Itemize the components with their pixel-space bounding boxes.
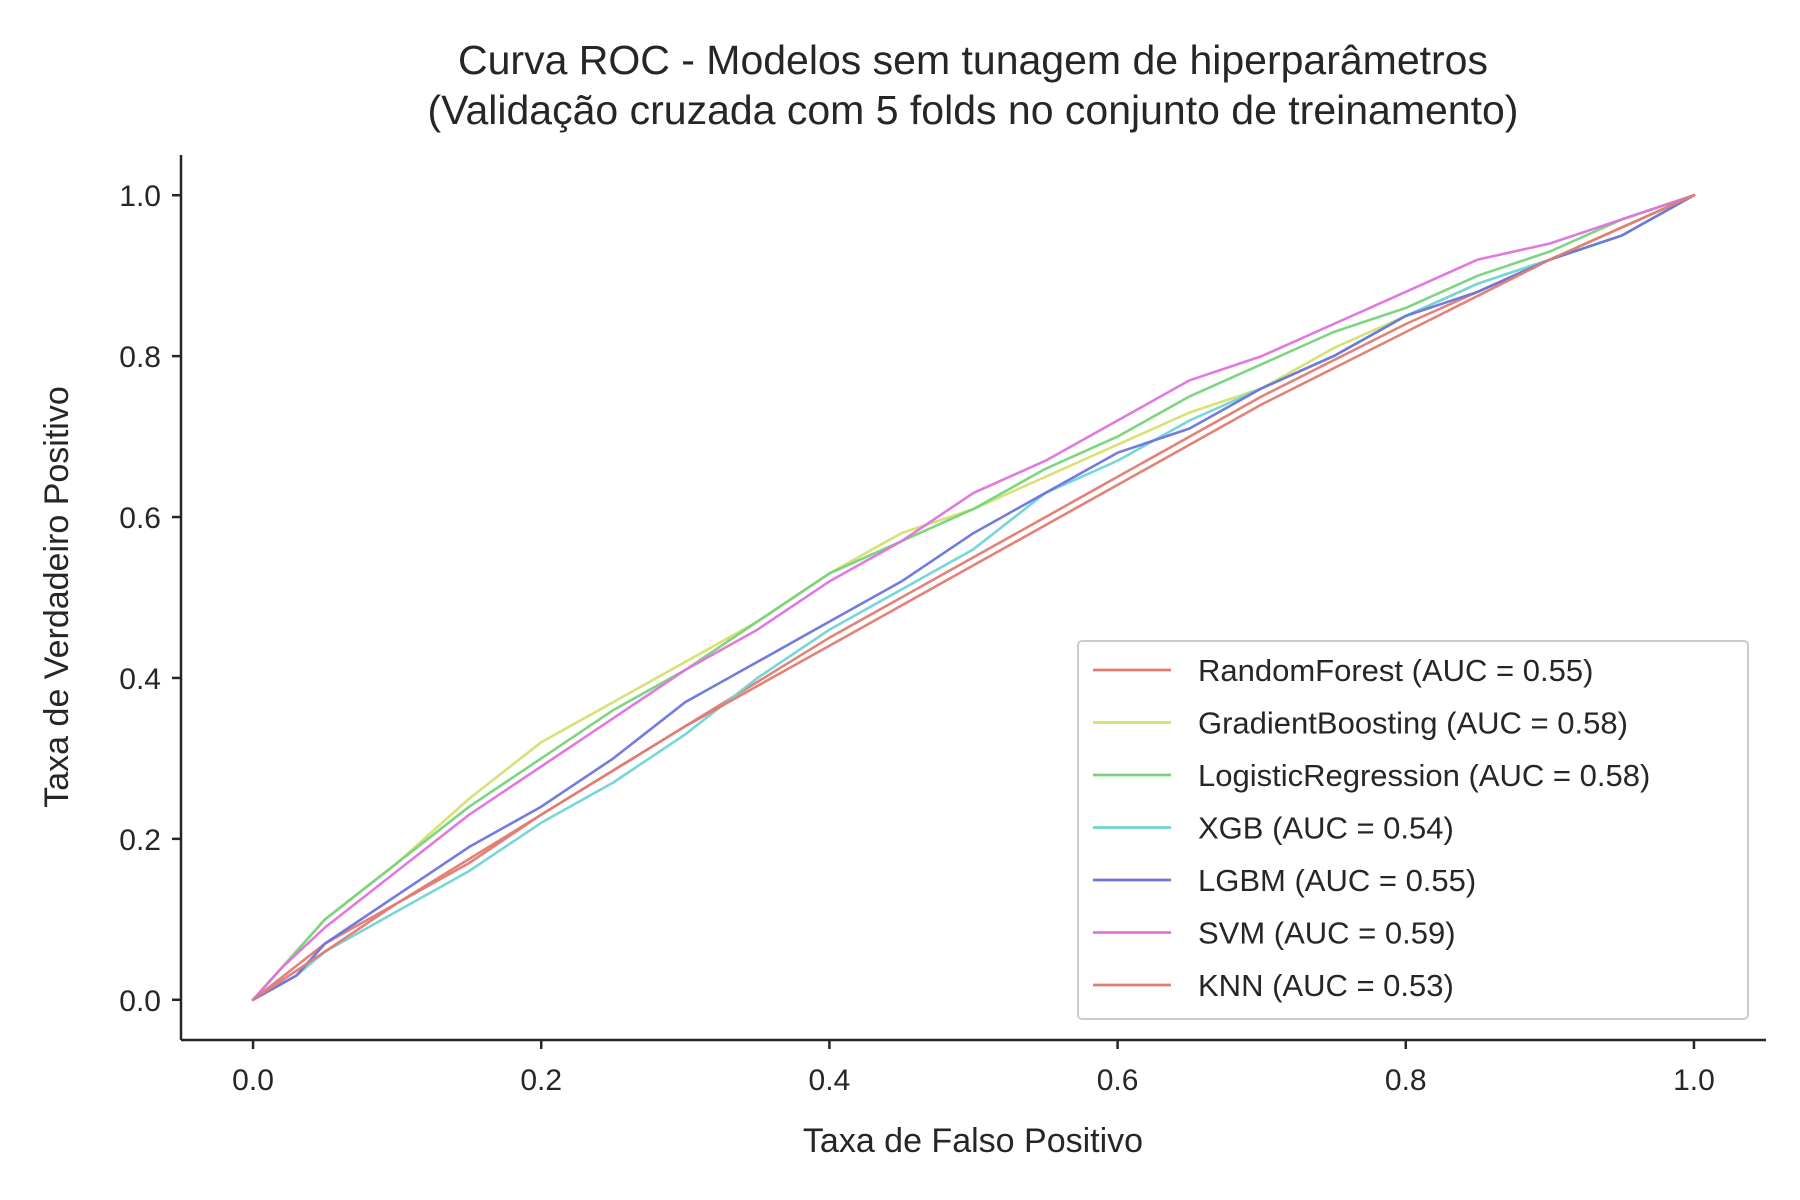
y-tick-label-5: 1.0	[119, 180, 161, 213]
x-tick-label-1: 0.2	[520, 1064, 562, 1097]
series-line-4	[251, 193, 1696, 1002]
chart-subtitle: (Validação cruzada com 5 folds no conjun…	[428, 87, 1519, 133]
legend-label-6: KNN (AUC = 0.53)	[1198, 968, 1454, 1003]
series-line-5	[251, 193, 1696, 1002]
x-tick-label-2: 0.4	[809, 1064, 851, 1097]
plot-area	[251, 193, 1696, 1002]
series-line-2	[251, 193, 1696, 1002]
y-tick-label-0: 0.0	[119, 985, 161, 1018]
y-tick-label-1: 0.2	[119, 824, 161, 857]
legend-label-4: LGBM (AUC = 0.55)	[1198, 863, 1476, 898]
x-tick-label-3: 0.6	[1097, 1064, 1139, 1097]
y-tick-label-3: 0.6	[119, 502, 161, 535]
legend-label-2: LogisticRegression (AUC = 0.58)	[1198, 758, 1650, 793]
y-axis-label: Taxa de Verdadeiro Positivo	[38, 386, 76, 807]
chart-title: Curva ROC - Modelos sem tunagem de hiper…	[458, 37, 1488, 83]
legend-frame	[1077, 640, 1749, 1020]
x-tick-label-5: 1.0	[1673, 1064, 1715, 1097]
x-axis-ticks: 0.0 0.2 0.4 0.6 0.8 1.0	[232, 1040, 1715, 1097]
y-tick-label-4: 0.8	[119, 341, 161, 374]
legend-label-5: SVM (AUC = 0.59)	[1198, 916, 1456, 951]
x-tick-label-4: 0.8	[1385, 1064, 1427, 1097]
x-axis-label: Taxa de Falso Positivo	[803, 1122, 1143, 1160]
x-tick-label-0: 0.0	[232, 1064, 274, 1097]
y-axis-ticks: 0.0 0.2 0.4 0.6 0.8 1.0	[119, 180, 181, 1018]
y-tick-label-2: 0.4	[119, 663, 161, 696]
legend-label-0: RandomForest (AUC = 0.55)	[1198, 653, 1593, 688]
legend-label-3: XGB (AUC = 0.54)	[1198, 811, 1454, 846]
series-line-6	[251, 193, 1696, 1002]
legend-label-1: GradientBoosting (AUC = 0.58)	[1198, 706, 1628, 741]
legend: RandomForest (AUC = 0.55) GradientBoostin…	[1077, 640, 1749, 1020]
series-line-3	[251, 193, 1696, 1002]
